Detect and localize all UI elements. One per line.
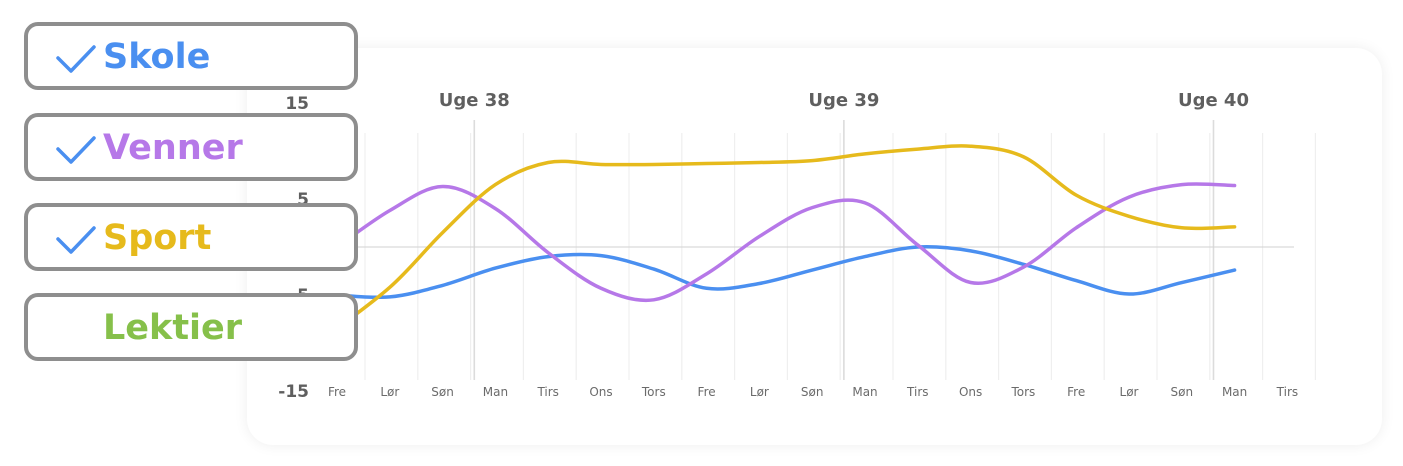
x-tick-label: Søn bbox=[801, 385, 824, 399]
legend-toggle-skole[interactable]: Skole bbox=[24, 22, 358, 90]
week-label: Uge 40 bbox=[1178, 90, 1249, 111]
legend-label-sport: Sport bbox=[103, 218, 212, 258]
check-icon bbox=[56, 136, 96, 164]
x-tick-label: Ons bbox=[589, 385, 612, 399]
x-tick-label: Tirs bbox=[536, 385, 558, 399]
legend-label-venner: Venner bbox=[103, 128, 243, 168]
x-tick-label: Tors bbox=[641, 385, 666, 399]
legend-toggle-lektier[interactable]: Lektier bbox=[24, 293, 358, 361]
series-line-venner bbox=[335, 182, 1237, 303]
x-tick-label: Tirs bbox=[1276, 385, 1298, 399]
x-tick-label: Fre bbox=[698, 385, 716, 399]
x-tick-label: Søn bbox=[1171, 385, 1194, 399]
x-tick-label: Fre bbox=[1067, 385, 1085, 399]
series-line-sport bbox=[319, 144, 1237, 342]
x-tick-label: Fre bbox=[328, 385, 346, 399]
x-tick-label: Tirs bbox=[906, 385, 928, 399]
y-tick-label: 5 bbox=[297, 190, 309, 210]
legend-label-lektier: Lektier bbox=[103, 308, 243, 348]
x-tick-label: Man bbox=[1222, 385, 1247, 399]
x-tick-label: Søn bbox=[431, 385, 454, 399]
week-label: Uge 39 bbox=[808, 90, 879, 111]
legend-label-skole: Skole bbox=[103, 37, 211, 77]
x-tick-label: Man bbox=[483, 385, 508, 399]
series-line-skole bbox=[335, 245, 1237, 300]
x-tick-label: Lør bbox=[1120, 385, 1139, 399]
legend-toggle-venner[interactable]: Venner bbox=[24, 113, 358, 181]
x-tick-label: Tors bbox=[1010, 385, 1035, 399]
x-tick-label: Ons bbox=[959, 385, 982, 399]
legend-toggle-sport[interactable]: Sport bbox=[24, 203, 358, 271]
check-icon bbox=[56, 45, 96, 73]
x-tick-label: Lør bbox=[750, 385, 769, 399]
y-tick-label: 15 bbox=[285, 94, 309, 114]
x-tick-label: Man bbox=[852, 385, 877, 399]
x-tick-label: Lør bbox=[380, 385, 399, 399]
y-tick-label: -15 bbox=[278, 382, 309, 402]
week-label: Uge 38 bbox=[439, 90, 510, 111]
check-icon bbox=[56, 226, 96, 254]
